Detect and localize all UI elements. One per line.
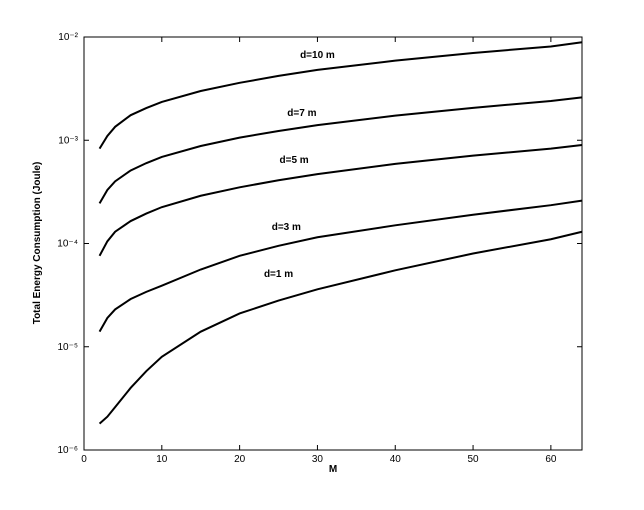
y-tick-label: 10⁻⁶ <box>57 445 78 456</box>
series-label: d=10 m <box>300 50 335 61</box>
series-label: d=3 m <box>272 222 301 233</box>
y-tick-label: 10⁻⁴ <box>57 239 78 250</box>
x-axis-label: M <box>329 464 337 475</box>
series-line <box>98 199 583 333</box>
series-label: d=7 m <box>287 108 316 119</box>
x-tick-label: 30 <box>312 454 324 465</box>
series-label: d=1 m <box>264 269 293 280</box>
series-line <box>98 143 583 257</box>
y-tick-label: 10⁻⁵ <box>57 342 78 353</box>
x-tick-label: 40 <box>390 454 402 465</box>
y-axis-label: Total Energy Consumption (Joule) <box>32 162 43 325</box>
series-line <box>98 41 583 150</box>
series-line <box>98 96 583 204</box>
y-tick-label: 10⁻² <box>58 32 78 43</box>
x-tick-label: 0 <box>81 454 87 465</box>
x-tick-label: 50 <box>468 454 480 465</box>
series-label: d=5 m <box>280 155 309 166</box>
plot-frame <box>83 36 583 451</box>
series-line <box>98 230 583 425</box>
x-tick-label: 10 <box>156 454 168 465</box>
x-tick-label: 20 <box>234 454 246 465</box>
x-tick-label: 60 <box>545 454 557 465</box>
y-tick-label: 10⁻³ <box>58 135 78 146</box>
